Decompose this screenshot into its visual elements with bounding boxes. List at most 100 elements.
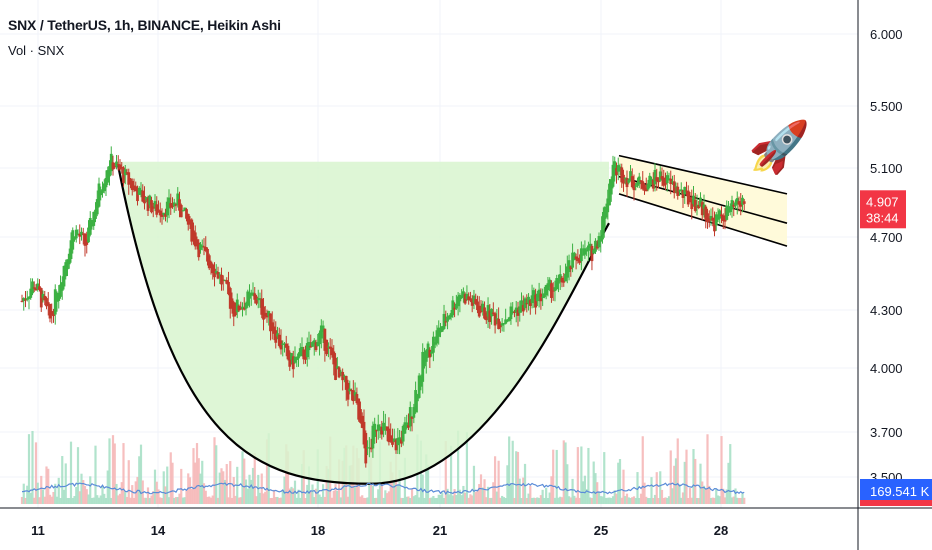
- volume-bar: [501, 495, 504, 504]
- candle-body: [588, 243, 592, 249]
- volume-badge-underline: [860, 500, 932, 506]
- volume-bar: [713, 497, 716, 504]
- candle-body: [328, 346, 332, 349]
- candle-body: [293, 357, 297, 363]
- volume-bar: [384, 490, 387, 504]
- candle-body: [265, 314, 269, 318]
- volume-bar: [727, 462, 730, 504]
- volume-bar: [215, 445, 218, 504]
- volume-bar: [613, 490, 616, 504]
- volume-bar: [671, 488, 674, 504]
- candle-body: [323, 328, 327, 351]
- candle-body: [690, 199, 694, 210]
- volume-bar: [706, 434, 709, 504]
- candle-body: [602, 207, 606, 228]
- candle-body: [716, 217, 720, 220]
- volume-bar: [258, 492, 262, 504]
- volume-bar: [220, 468, 223, 504]
- volume-bar: [646, 497, 650, 504]
- volume-bar: [117, 495, 120, 504]
- candle-body: [470, 299, 474, 306]
- candle-body: [360, 415, 364, 428]
- volume-bar: [711, 497, 714, 504]
- candle-body: [665, 175, 669, 184]
- candle-body: [428, 349, 432, 358]
- candle-body: [102, 183, 106, 192]
- volume-bar: [739, 497, 742, 504]
- candle-body: [506, 320, 509, 322]
- volume-bar: [737, 497, 741, 504]
- volume-bar: [722, 488, 725, 504]
- candle-body: [674, 186, 678, 188]
- volume-bar: [497, 460, 500, 504]
- candle-body: [225, 280, 229, 284]
- volume-bar: [234, 495, 237, 504]
- volume-bar: [474, 492, 477, 504]
- candle-body: [644, 187, 648, 192]
- candle-body: [463, 294, 467, 304]
- volume-bar: [269, 497, 272, 504]
- volume-bar: [694, 458, 697, 504]
- volume-bar: [146, 487, 150, 504]
- candle-body: [681, 190, 685, 198]
- volume-bar: [73, 496, 76, 504]
- candle-body: [144, 197, 148, 200]
- candle-body: [637, 176, 641, 185]
- price-tick-label: 3.700: [870, 425, 903, 440]
- volume-bar: [478, 484, 481, 504]
- candle-body: [697, 205, 701, 209]
- candle-body: [412, 407, 416, 418]
- candle-body: [469, 298, 472, 301]
- candle-body: [46, 302, 50, 306]
- candle-body: [632, 181, 636, 191]
- volume-bar: [631, 497, 634, 504]
- volume-bar: [681, 492, 685, 504]
- candle-body: [587, 245, 590, 251]
- candle-body: [601, 216, 604, 240]
- candle-body: [500, 323, 504, 326]
- volume-bar: [536, 497, 539, 504]
- volume-bar: [260, 473, 263, 504]
- volume-bar: [97, 497, 101, 504]
- volume-bar: [655, 472, 658, 504]
- volume-bar: [377, 489, 380, 504]
- candle-body: [334, 357, 337, 380]
- candle-body: [618, 166, 622, 169]
- candle-body: [227, 281, 230, 295]
- candle-body: [373, 423, 377, 437]
- candle-body: [85, 239, 89, 245]
- candle-body: [550, 283, 553, 298]
- candle-body: [307, 341, 311, 351]
- candle-body: [71, 230, 75, 250]
- candle-body: [67, 253, 71, 265]
- volume-bar: [178, 493, 181, 504]
- candle-body: [424, 350, 428, 362]
- volume-bar: [62, 489, 66, 504]
- volume-bar: [617, 462, 620, 504]
- volume-bar: [592, 461, 595, 504]
- time-tick-label: 25: [594, 523, 608, 538]
- volume-bar: [486, 486, 490, 504]
- candle-body: [193, 232, 197, 247]
- volume-bar: [118, 493, 122, 504]
- candle-body: [186, 213, 190, 225]
- volume-bar: [666, 497, 669, 504]
- volume-bar: [143, 497, 146, 504]
- volume-bar: [183, 497, 186, 504]
- chart-title: SNX / TetherUS, 1h, BINANCE, Heikin Ashi: [8, 17, 281, 33]
- candle-body: [295, 356, 299, 360]
- volume-bar: [741, 492, 744, 504]
- volume-bar: [108, 438, 111, 504]
- candle-body: [108, 166, 111, 177]
- candle-body: [667, 178, 671, 180]
- volume-bar: [127, 460, 130, 504]
- volume-bar: [687, 497, 690, 504]
- volume-bar: [279, 497, 283, 504]
- candle-body: [344, 375, 348, 390]
- current-price-label: 4.907: [866, 194, 899, 209]
- volume-bar: [627, 497, 630, 504]
- volume-bar: [320, 496, 323, 504]
- candle-body: [318, 332, 321, 345]
- candle-body: [249, 292, 253, 296]
